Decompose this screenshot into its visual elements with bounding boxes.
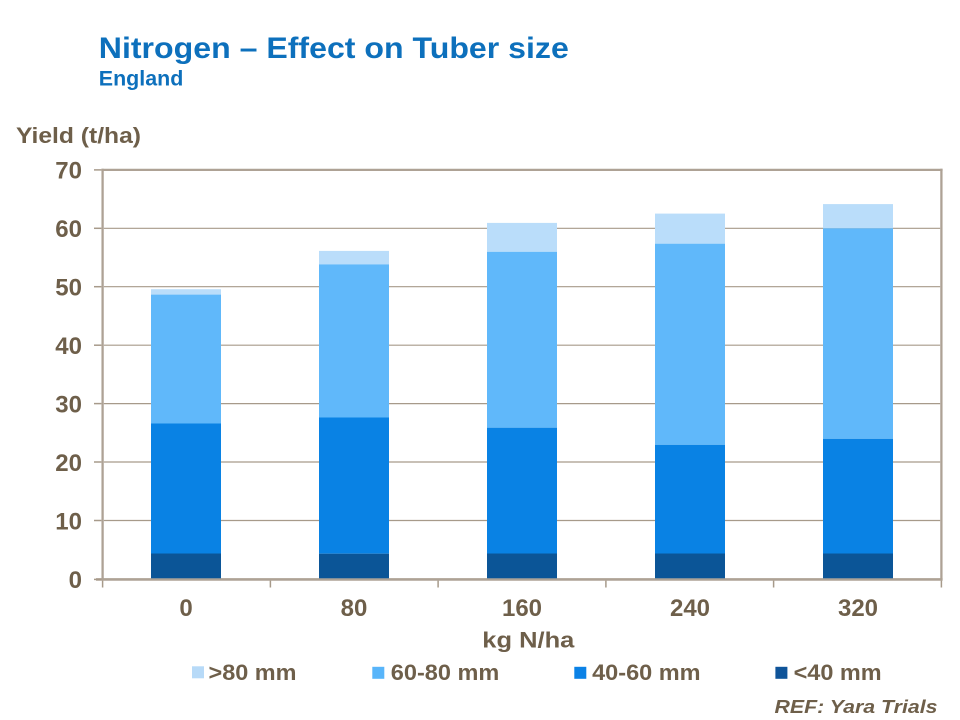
svg-text:40: 40 — [55, 333, 82, 360]
svg-text:60: 60 — [55, 216, 82, 243]
svg-text:60-80 mm: 60-80 mm — [391, 660, 500, 685]
svg-text:England: England — [99, 68, 184, 91]
svg-text:Nitrogen – Effect on Tuber siz: Nitrogen – Effect on Tuber size — [99, 32, 569, 65]
svg-text:kg N/ha: kg N/ha — [482, 628, 575, 653]
svg-text:<40 mm: <40 mm — [794, 660, 882, 685]
svg-text:70: 70 — [55, 158, 82, 185]
svg-text:320: 320 — [838, 595, 878, 622]
svg-text:Yield (t/ha): Yield (t/ha) — [16, 123, 141, 148]
svg-text:0: 0 — [69, 567, 82, 594]
svg-text:160: 160 — [502, 595, 542, 622]
svg-text:50: 50 — [55, 275, 82, 302]
svg-text:>80 mm: >80 mm — [209, 660, 297, 685]
svg-text:40-60 mm: 40-60 mm — [592, 660, 701, 685]
svg-text:REF: Yara Trials: REF: Yara Trials — [775, 696, 938, 717]
svg-text:20: 20 — [55, 450, 82, 477]
svg-text:30: 30 — [55, 391, 82, 418]
svg-text:240: 240 — [670, 595, 710, 622]
svg-text:80: 80 — [341, 595, 368, 622]
svg-text:10: 10 — [55, 508, 82, 535]
svg-text:0: 0 — [179, 595, 192, 622]
